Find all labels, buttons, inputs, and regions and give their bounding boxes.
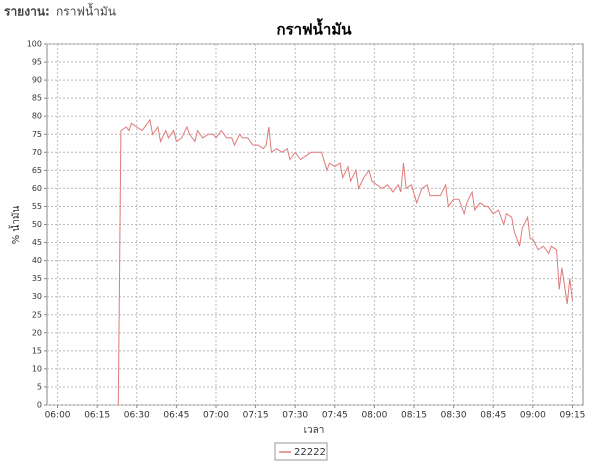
y-tick-label: 30: [32, 292, 42, 301]
y-tick-label: 85: [32, 94, 42, 103]
x-tick-label: 07:30: [282, 411, 308, 421]
y-tick-label: 15: [32, 346, 42, 355]
x-tick-label: 08:15: [401, 411, 427, 421]
y-tick-label: 65: [32, 166, 42, 175]
y-tick-label: 25: [32, 310, 42, 319]
y-tick-label: 5: [37, 382, 42, 391]
y-tick-label: 95: [32, 58, 42, 67]
legend-label: 22222: [294, 447, 326, 458]
y-tick-label: 40: [32, 256, 42, 265]
y-tick-label: 70: [32, 148, 42, 157]
y-tick-label: 0: [37, 401, 42, 410]
y-tick-label: 50: [32, 220, 42, 229]
y-tick-label: 90: [32, 76, 42, 85]
y-tick-label: 35: [32, 274, 42, 283]
y-tick-label: 80: [32, 112, 42, 121]
x-tick-label: 06:45: [163, 411, 189, 421]
data-line: [117, 118, 573, 406]
y-tick-label: 100: [27, 40, 42, 49]
y-tick-label: 10: [32, 364, 42, 373]
legend-box: [274, 442, 328, 461]
x-tick-label: 08:30: [441, 411, 467, 421]
x-tick-label: 09:15: [559, 411, 585, 421]
y-tick-label: 60: [32, 184, 42, 193]
y-axis-label: % น้ำมัน: [8, 206, 22, 245]
x-tick-label: 06:30: [124, 411, 150, 421]
y-tick-label: 75: [32, 130, 42, 139]
x-tick-label: 06:00: [45, 411, 71, 421]
x-axis-label: เวลา: [304, 425, 325, 436]
x-tick-label: 06:15: [84, 411, 110, 421]
y-tick-label: 45: [32, 238, 42, 247]
header-label: รายงาน:: [4, 5, 50, 19]
x-tick-label: 08:45: [480, 411, 506, 421]
x-tick-label: 07:15: [243, 411, 269, 421]
chart-title: กราฟน้ำมัน: [277, 18, 353, 39]
x-tick-label: 08:00: [361, 411, 387, 421]
y-tick-label: 55: [32, 202, 42, 211]
x-tick-label: 09:00: [520, 411, 546, 421]
y-tick-label: 20: [32, 328, 42, 337]
x-tick-label: 07:45: [322, 411, 348, 421]
header-text: กราฟน้ำมัน: [56, 3, 116, 19]
x-tick-label: 07:00: [203, 411, 229, 421]
